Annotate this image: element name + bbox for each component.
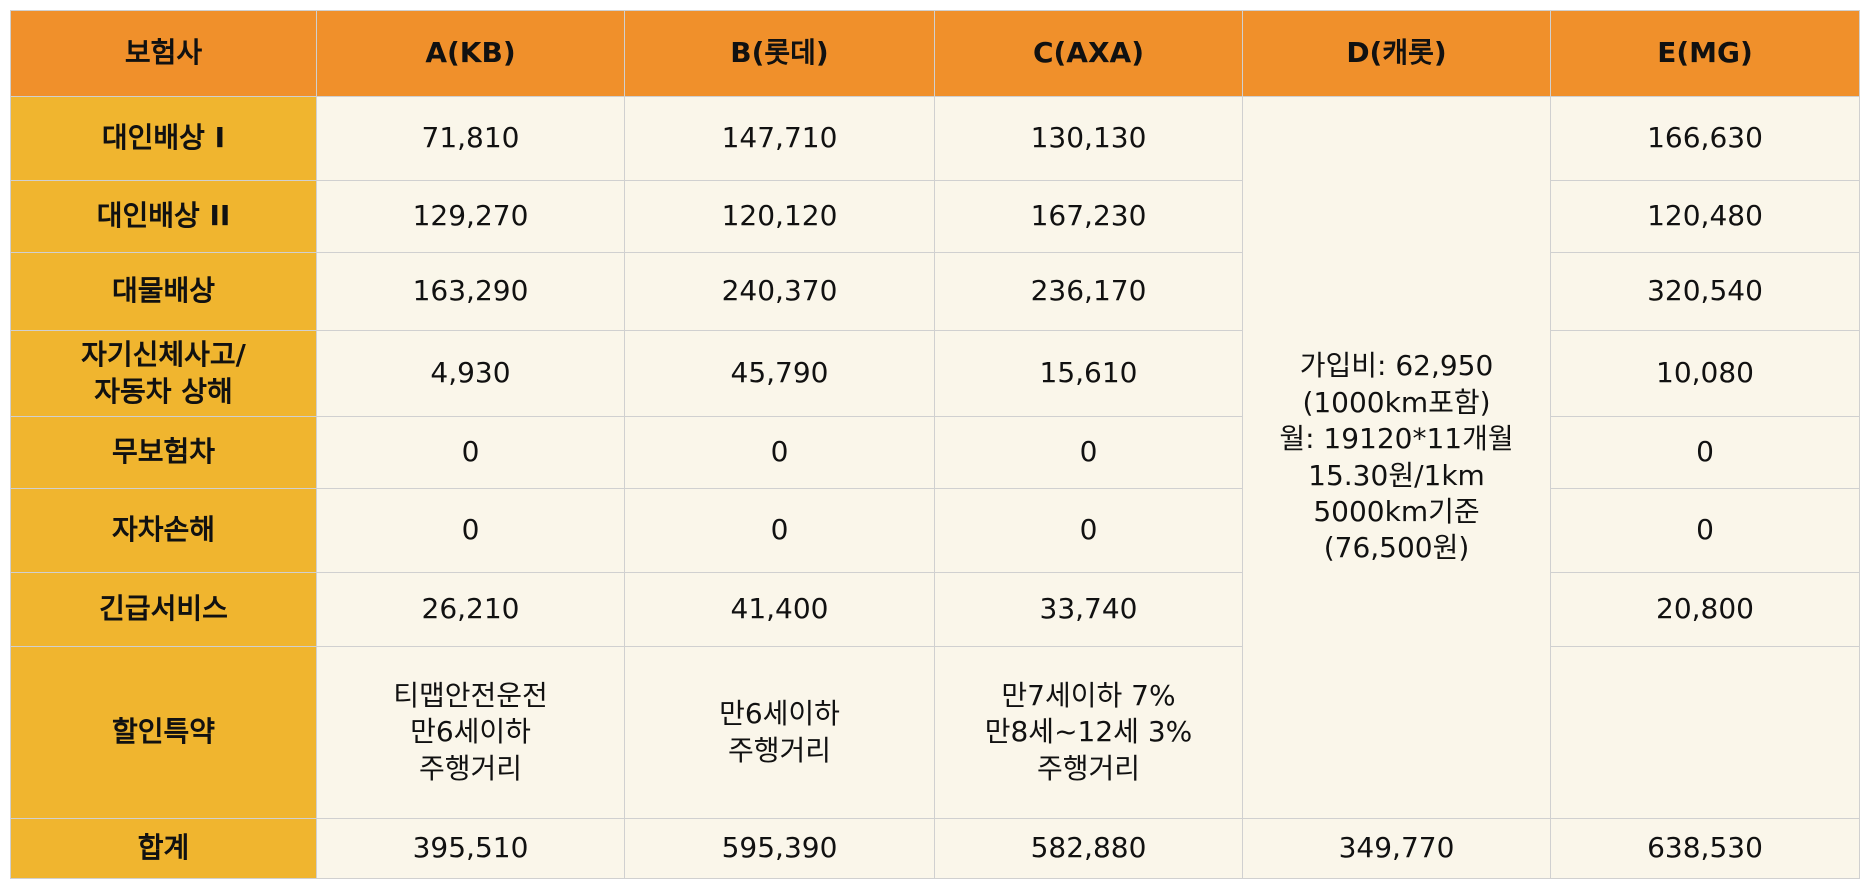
data-row: 자차손해 0 0 0 0 <box>10 488 1860 573</box>
cell-line: 주행거리 <box>727 733 832 767</box>
cell: 0 <box>316 488 625 573</box>
cell: 15,610 <box>934 330 1243 417</box>
data-row: 자기신체사고/자동차 상해 4,930 45,790 15,610 10,080 <box>10 330 1860 417</box>
header-row: 보험사 A(KB) B(롯데) C(AXA) D(캐롯) E(MG) <box>10 10 1860 97</box>
cell: 166,630 <box>1550 96 1860 181</box>
cell: 163,290 <box>316 252 625 331</box>
data-row: 대인배상 I 71,810 147,710 130,130 가입비: 62,950 (10… <box>10 96 1860 819</box>
row-label: 무보험차 <box>10 416 317 489</box>
row-label: 대인배상 II <box>10 180 317 253</box>
cell: 0 <box>624 488 935 573</box>
data-row: 대물배상 163,290 240,370 236,170 320,540 <box>10 252 1860 331</box>
cell-line: 티맵안전운전 <box>393 678 548 712</box>
cell-line: 자기신체사고/ <box>81 338 246 372</box>
cell-line: 만6세이하 <box>719 697 840 731</box>
cell: 0 <box>934 488 1243 573</box>
row-label: 자차손해 <box>10 488 317 573</box>
cell: 395,510 <box>316 818 625 879</box>
row-label: 대물배상 <box>10 252 317 331</box>
row-label: 할인특약 <box>10 646 317 819</box>
cell: 4,930 <box>316 330 625 417</box>
cell-line: 15.30원/1km <box>1308 458 1485 492</box>
cell: 0 <box>1550 488 1860 573</box>
cell-line: (1000km포함) <box>1302 385 1491 419</box>
cell: 120,120 <box>624 180 935 253</box>
row-label: 합계 <box>10 818 317 879</box>
cell-line: 주행거리 <box>1036 751 1141 785</box>
cell-line: 만7세이하 7% <box>1001 678 1176 712</box>
cell: 129,270 <box>316 180 625 253</box>
cell: 167,230 <box>934 180 1243 253</box>
cell: 45,790 <box>624 330 935 417</box>
cell-line: 주행거리 <box>418 751 523 785</box>
cell: 147,710 <box>624 96 935 181</box>
cell: 33,740 <box>934 572 1243 647</box>
header-cell: 보험사 <box>10 10 317 97</box>
row-label: 대인배상 I <box>10 96 317 181</box>
row-label: 긴급서비스 <box>10 572 317 647</box>
data-row: 무보험차 0 0 0 0 <box>10 416 1860 489</box>
cell: 638,530 <box>1550 818 1860 879</box>
cell: 595,390 <box>624 818 935 879</box>
cell: 0 <box>1550 416 1860 489</box>
data-row: 할인특약 티맵안전운전 만6세이하 주행거리 만6세이하 주행거리 만7세이하 7% 만8세~… <box>10 646 1860 819</box>
header-cell: A(KB) <box>316 10 625 97</box>
cell: 26,210 <box>316 572 625 647</box>
cell: 240,370 <box>624 252 935 331</box>
cell: 41,400 <box>624 572 935 647</box>
insurance-table: 보험사 A(KB) B(롯데) C(AXA) D(캐롯) E(MG) 대인배상 I 71,81… <box>10 10 1860 879</box>
cell: 130,130 <box>934 96 1243 181</box>
cell-line: 5000km기준 <box>1313 494 1480 528</box>
cell-line: 만8세~12세 3% <box>984 715 1193 749</box>
cell: 320,540 <box>1550 252 1860 331</box>
header-cell: D(캐롯) <box>1242 10 1551 97</box>
cell: 티맵안전운전 만6세이하 주행거리 <box>316 646 625 819</box>
cell: 0 <box>316 416 625 489</box>
row-label: 자기신체사고/자동차 상해 <box>10 330 317 417</box>
cell: 120,480 <box>1550 180 1860 253</box>
cell-line: 자동차 상해 <box>94 374 233 408</box>
header-cell: B(롯데) <box>624 10 935 97</box>
cell-line: 만6세이하 <box>410 715 531 749</box>
header-cell: E(MG) <box>1550 10 1860 97</box>
data-row: 대인배상 II 129,270 120,120 167,230 120,480 <box>10 180 1860 253</box>
cell: 0 <box>934 416 1243 489</box>
cell-line: 월: 19120*11개월 <box>1279 422 1514 456</box>
cell: 0 <box>624 416 935 489</box>
cell: 582,880 <box>934 818 1243 879</box>
cell: 349,770 <box>1242 818 1551 879</box>
header-cell: C(AXA) <box>934 10 1243 97</box>
cell <box>1550 646 1860 819</box>
cell: 236,170 <box>934 252 1243 331</box>
cell: 10,080 <box>1550 330 1860 417</box>
cell-line: 가입비: 62,950 <box>1299 349 1494 383</box>
merged-cell: 가입비: 62,950 (1000km포함) 월: 19120*11개월 15.30원… <box>1242 96 1551 819</box>
cell: 20,800 <box>1550 572 1860 647</box>
cell: 71,810 <box>316 96 625 181</box>
cell: 만6세이하 주행거리 <box>624 646 935 819</box>
cell: 만7세이하 7% 만8세~12세 3% 주행거리 <box>934 646 1243 819</box>
data-row: 긴급서비스 26,210 41,400 33,740 20,800 <box>10 572 1860 647</box>
total-row: 합계 395,510 595,390 582,880 349,770 638,530 <box>10 818 1860 879</box>
cell-line: (76,500원) <box>1323 531 1470 565</box>
